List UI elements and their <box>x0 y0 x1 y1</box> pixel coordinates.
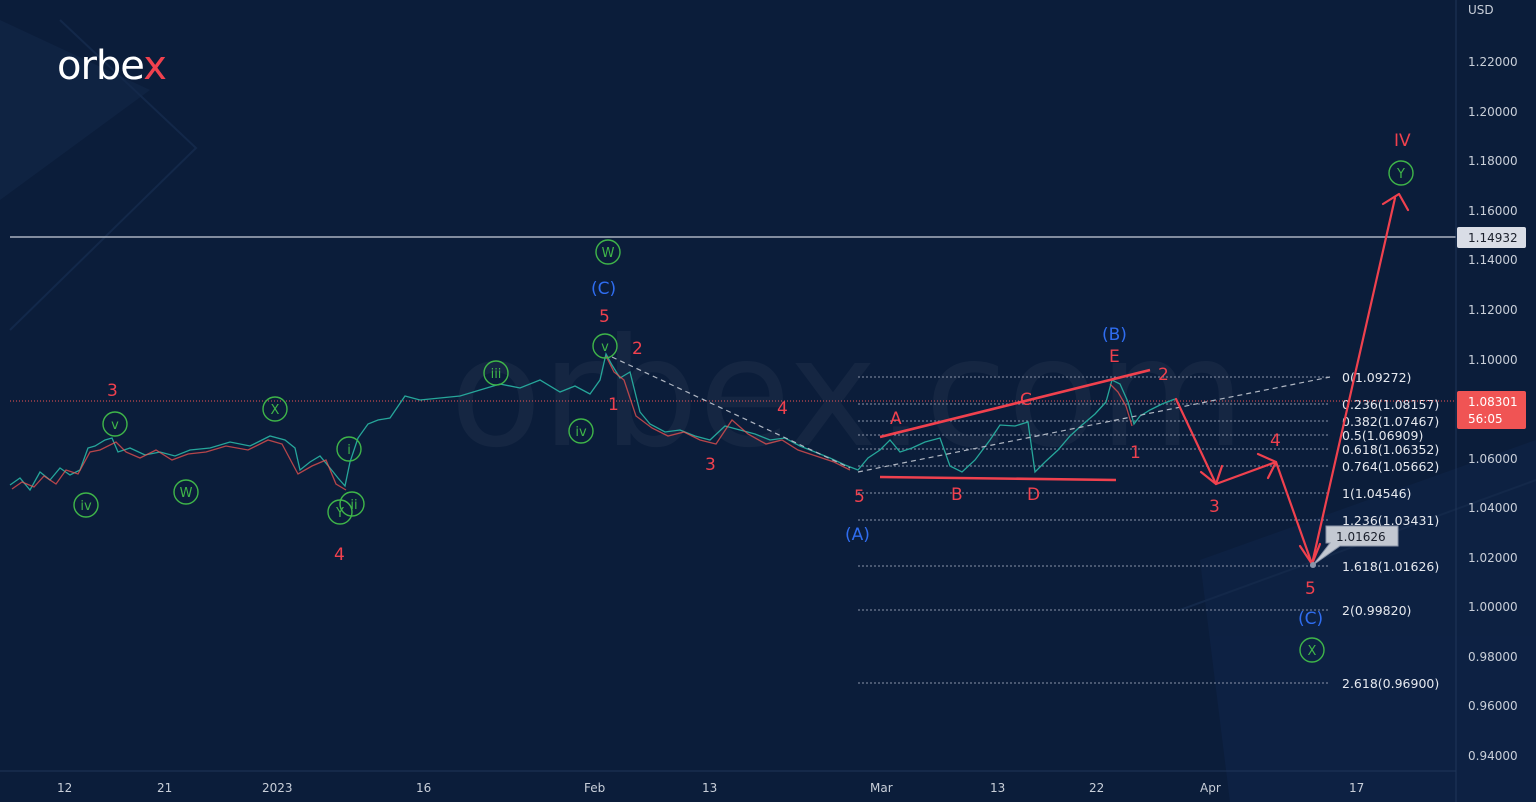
svg-text:W: W <box>180 486 193 501</box>
svg-text:12: 12 <box>57 781 72 795</box>
svg-text:W: W <box>602 246 615 261</box>
svg-text:Apr: Apr <box>1200 781 1221 795</box>
svg-text:USD: USD <box>1468 3 1494 17</box>
svg-text:5: 5 <box>599 307 610 327</box>
svg-text:v: v <box>111 418 119 433</box>
svg-text:(C): (C) <box>591 279 616 299</box>
svg-text:21: 21 <box>157 781 172 795</box>
svg-text:4: 4 <box>777 399 788 419</box>
svg-text:0(1.09272): 0(1.09272) <box>1342 370 1411 385</box>
svg-text:v: v <box>601 340 609 355</box>
svg-text:1.14000: 1.14000 <box>1468 253 1518 267</box>
svg-text:1.20000: 1.20000 <box>1468 105 1518 119</box>
watermark: orbex.com <box>450 307 1245 481</box>
svg-text:1.08301: 1.08301 <box>1468 395 1518 409</box>
svg-text:(C): (C) <box>1298 609 1323 629</box>
svg-text:1.12000: 1.12000 <box>1468 303 1518 317</box>
svg-text:16: 16 <box>416 781 431 795</box>
svg-text:0.94000: 0.94000 <box>1468 749 1518 763</box>
svg-text:1.06000: 1.06000 <box>1468 452 1518 466</box>
svg-text:5: 5 <box>1305 579 1316 599</box>
orbex-logo: orbex <box>57 43 167 89</box>
svg-text:orbex: orbex <box>57 43 166 89</box>
current-price-tag: 1.08301 56:05 <box>1457 391 1526 429</box>
svg-text:(B): (B) <box>1102 325 1127 345</box>
svg-text:2: 2 <box>632 339 643 359</box>
svg-text:1.00000: 1.00000 <box>1468 600 1518 614</box>
time-axis[interactable]: 12 21 2023 16 Feb 13 Mar 13 22 Apr 17 <box>0 770 1456 795</box>
svg-text:C: C <box>1020 390 1032 410</box>
svg-text:13: 13 <box>990 781 1005 795</box>
svg-text:1(1.04546): 1(1.04546) <box>1342 486 1411 501</box>
svg-text:ii: ii <box>350 498 357 513</box>
svg-text:0.236(1.08157): 0.236(1.08157) <box>1342 397 1439 412</box>
svg-text:3: 3 <box>705 455 716 475</box>
svg-text:5: 5 <box>854 487 865 507</box>
svg-text:1.02000: 1.02000 <box>1468 551 1518 565</box>
svg-text:0.382(1.07467): 0.382(1.07467) <box>1342 414 1439 429</box>
svg-text:Mar: Mar <box>870 781 893 795</box>
dashed-trendlines <box>611 356 1331 473</box>
svg-text:E: E <box>1109 347 1120 367</box>
svg-text:1.16000: 1.16000 <box>1468 204 1518 218</box>
svg-text:X: X <box>1308 644 1317 659</box>
svg-text:0.5(1.06909): 0.5(1.06909) <box>1342 428 1423 443</box>
green-wave-label-text: iv v W X Y i ii iii iv v W X Y <box>80 167 1405 659</box>
svg-text:4: 4 <box>334 545 345 565</box>
svg-text:0.96000: 0.96000 <box>1468 699 1518 713</box>
svg-text:2(0.99820): 2(0.99820) <box>1342 603 1411 618</box>
svg-text:i: i <box>347 443 351 458</box>
svg-text:0.764(1.05662): 0.764(1.05662) <box>1342 459 1439 474</box>
svg-text:1.22000: 1.22000 <box>1468 55 1518 69</box>
svg-text:iv: iv <box>80 499 92 514</box>
svg-text:iii: iii <box>491 367 502 382</box>
red-wave-labels: 3 4 5 2 1 3 4 5 A B C D E 2 1 3 4 5 IV <box>107 131 1411 599</box>
svg-text:22: 22 <box>1089 781 1104 795</box>
svg-text:13: 13 <box>702 781 717 795</box>
svg-text:2.618(0.96900): 2.618(0.96900) <box>1342 676 1439 691</box>
svg-text:56:05: 56:05 <box>1468 412 1503 426</box>
price-series <box>9 352 1176 492</box>
svg-text:X: X <box>271 403 280 418</box>
svg-text:Y: Y <box>1396 167 1405 182</box>
svg-text:1.04000: 1.04000 <box>1468 501 1518 515</box>
svg-text:IV: IV <box>1394 131 1411 151</box>
svg-text:(A): (A) <box>845 525 870 545</box>
green-wave-labels <box>73 160 1414 663</box>
svg-text:4: 4 <box>1270 431 1281 451</box>
blue-wave-labels: (C) (A) (B) (C) <box>591 279 1323 629</box>
price-axis[interactable]: USD 1.22000 1.20000 1.18000 1.16000 1.14… <box>1455 0 1518 802</box>
svg-text:3: 3 <box>107 381 118 401</box>
target-callout[interactable]: 1.01626 <box>1310 525 1399 568</box>
svg-text:3: 3 <box>1209 497 1220 517</box>
svg-text:D: D <box>1027 485 1040 505</box>
svg-text:1.14932: 1.14932 <box>1468 231 1518 245</box>
svg-text:17: 17 <box>1349 781 1364 795</box>
svg-text:B: B <box>951 485 963 505</box>
svg-text:0.618(1.06352): 0.618(1.06352) <box>1342 442 1439 457</box>
svg-text:1: 1 <box>608 395 619 415</box>
svg-text:Y: Y <box>335 506 344 521</box>
background-decoration <box>0 19 1536 802</box>
svg-text:A: A <box>890 409 902 429</box>
svg-text:1.618(1.01626): 1.618(1.01626) <box>1342 559 1439 574</box>
level-price-tag: 1.14932 <box>1457 227 1526 248</box>
triangle-lines <box>879 368 1151 482</box>
svg-text:1.236(1.03431): 1.236(1.03431) <box>1342 513 1439 528</box>
svg-text:1.18000: 1.18000 <box>1468 154 1518 168</box>
svg-text:2: 2 <box>1158 365 1169 385</box>
svg-text:0.98000: 0.98000 <box>1468 650 1518 664</box>
svg-text:1: 1 <box>1130 443 1141 463</box>
svg-text:1.10000: 1.10000 <box>1468 353 1518 367</box>
svg-text:2023: 2023 <box>262 781 293 795</box>
fibonacci-lines <box>858 376 1330 684</box>
svg-text:iv: iv <box>575 425 587 440</box>
svg-text:Feb: Feb <box>584 781 605 795</box>
svg-text:1.01626: 1.01626 <box>1336 530 1386 544</box>
